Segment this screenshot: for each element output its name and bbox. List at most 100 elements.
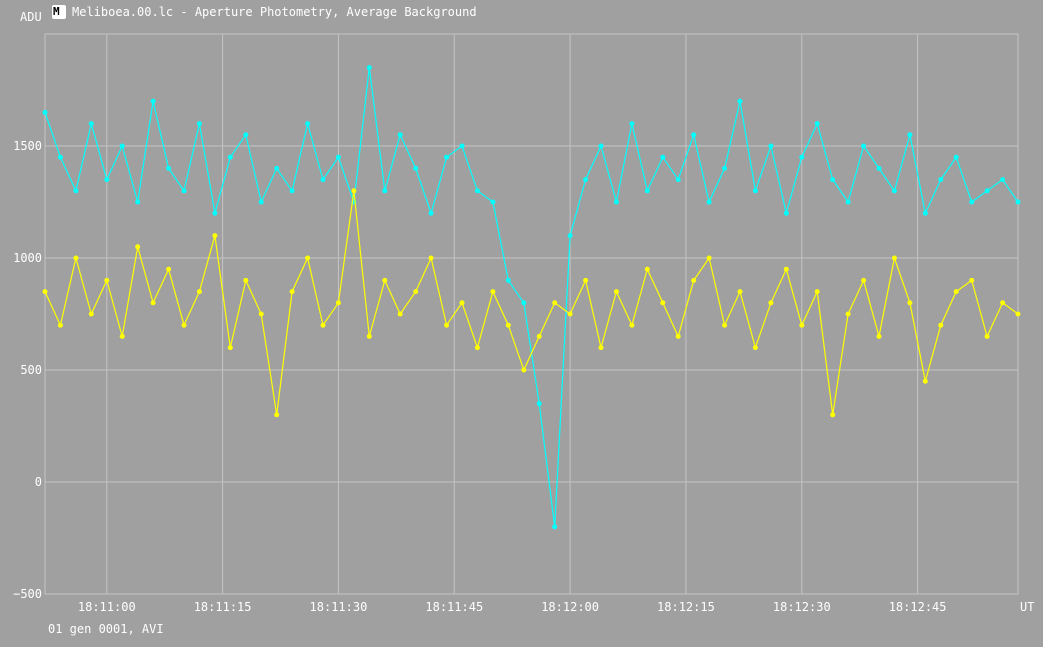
data-point bbox=[922, 378, 928, 384]
data-point bbox=[212, 210, 218, 216]
data-point bbox=[104, 277, 110, 283]
data-point bbox=[459, 300, 465, 306]
window-title-bar: M Meliboea.00.lc - Aperture Photometry, … bbox=[52, 4, 477, 20]
data-point bbox=[397, 132, 403, 138]
data-point bbox=[444, 322, 450, 328]
data-point bbox=[876, 333, 882, 339]
y-axis-label: ADU bbox=[20, 10, 42, 24]
data-point bbox=[984, 333, 990, 339]
data-point bbox=[845, 199, 851, 205]
data-point bbox=[938, 177, 944, 183]
data-point bbox=[305, 121, 311, 127]
data-point bbox=[969, 199, 975, 205]
data-point bbox=[830, 412, 836, 418]
data-point bbox=[660, 300, 666, 306]
data-point bbox=[567, 311, 573, 317]
data-point bbox=[243, 277, 249, 283]
y-tick-label: 1000 bbox=[13, 251, 42, 265]
data-point bbox=[413, 165, 419, 171]
data-point bbox=[922, 210, 928, 216]
data-point bbox=[243, 132, 249, 138]
data-point bbox=[335, 300, 341, 306]
data-point bbox=[984, 188, 990, 194]
data-point bbox=[891, 188, 897, 194]
data-point bbox=[861, 143, 867, 149]
data-point bbox=[830, 177, 836, 183]
data-point bbox=[737, 289, 743, 295]
data-point bbox=[135, 244, 141, 250]
data-point bbox=[73, 255, 79, 261]
data-point bbox=[706, 255, 712, 261]
data-point bbox=[598, 143, 604, 149]
data-point bbox=[289, 188, 295, 194]
data-point bbox=[799, 322, 805, 328]
data-point bbox=[876, 165, 882, 171]
data-point bbox=[814, 121, 820, 127]
data-point bbox=[119, 143, 125, 149]
data-point bbox=[505, 277, 511, 283]
data-point bbox=[351, 188, 357, 194]
data-point bbox=[104, 177, 110, 183]
data-point bbox=[861, 277, 867, 283]
data-point bbox=[227, 345, 233, 351]
series-line bbox=[44, 67, 1019, 527]
data-point bbox=[938, 322, 944, 328]
data-point bbox=[181, 188, 187, 194]
data-point bbox=[953, 154, 959, 160]
series-1 bbox=[42, 65, 1021, 530]
data-point bbox=[320, 322, 326, 328]
data-point bbox=[521, 300, 527, 306]
data-point bbox=[613, 199, 619, 205]
series-2 bbox=[42, 188, 1021, 418]
y-tick-label: 1500 bbox=[13, 139, 42, 153]
data-point bbox=[752, 188, 758, 194]
data-point bbox=[227, 154, 233, 160]
data-point bbox=[613, 289, 619, 295]
data-point bbox=[675, 177, 681, 183]
x-tick-label: 18:11:30 bbox=[310, 600, 368, 614]
data-point bbox=[166, 266, 172, 272]
data-point bbox=[1000, 177, 1006, 183]
data-point bbox=[907, 300, 913, 306]
data-point bbox=[768, 143, 774, 149]
x-tick-label: 18:12:30 bbox=[773, 600, 831, 614]
x-tick-label: 18:11:45 bbox=[425, 600, 483, 614]
data-point bbox=[212, 233, 218, 239]
data-point bbox=[73, 188, 79, 194]
data-point bbox=[629, 121, 635, 127]
x-tick-label: 18:12:45 bbox=[889, 600, 947, 614]
data-point bbox=[150, 98, 156, 104]
grid bbox=[45, 34, 1018, 595]
data-point bbox=[752, 345, 758, 351]
data-point bbox=[366, 333, 372, 339]
data-point bbox=[969, 277, 975, 283]
data-point bbox=[57, 322, 63, 328]
data-point bbox=[722, 322, 728, 328]
x-tick-label: 18:11:00 bbox=[78, 600, 136, 614]
data-point bbox=[1015, 199, 1021, 205]
data-point bbox=[135, 199, 141, 205]
data-point bbox=[289, 289, 295, 295]
data-point bbox=[644, 266, 650, 272]
data-point bbox=[783, 266, 789, 272]
data-point bbox=[413, 289, 419, 295]
data-point bbox=[521, 367, 527, 373]
data-point bbox=[505, 322, 511, 328]
data-point bbox=[474, 345, 480, 351]
data-point bbox=[737, 98, 743, 104]
data-point bbox=[42, 289, 48, 295]
data-point bbox=[428, 255, 434, 261]
plot-frame bbox=[44, 33, 1019, 595]
data-point bbox=[691, 277, 697, 283]
data-point bbox=[706, 199, 712, 205]
data-point bbox=[335, 154, 341, 160]
data-point bbox=[490, 289, 496, 295]
data-point bbox=[397, 311, 403, 317]
data-point bbox=[552, 524, 558, 530]
aperture-photometry-icon: M bbox=[52, 5, 66, 19]
data-point bbox=[459, 143, 465, 149]
series-line bbox=[44, 190, 1019, 415]
axes: 1500 1000 500 0 −500 18:11:00 18:11:15 18:11:30… bbox=[13, 33, 1019, 614]
x-tick-label: 18:12:15 bbox=[657, 600, 715, 614]
